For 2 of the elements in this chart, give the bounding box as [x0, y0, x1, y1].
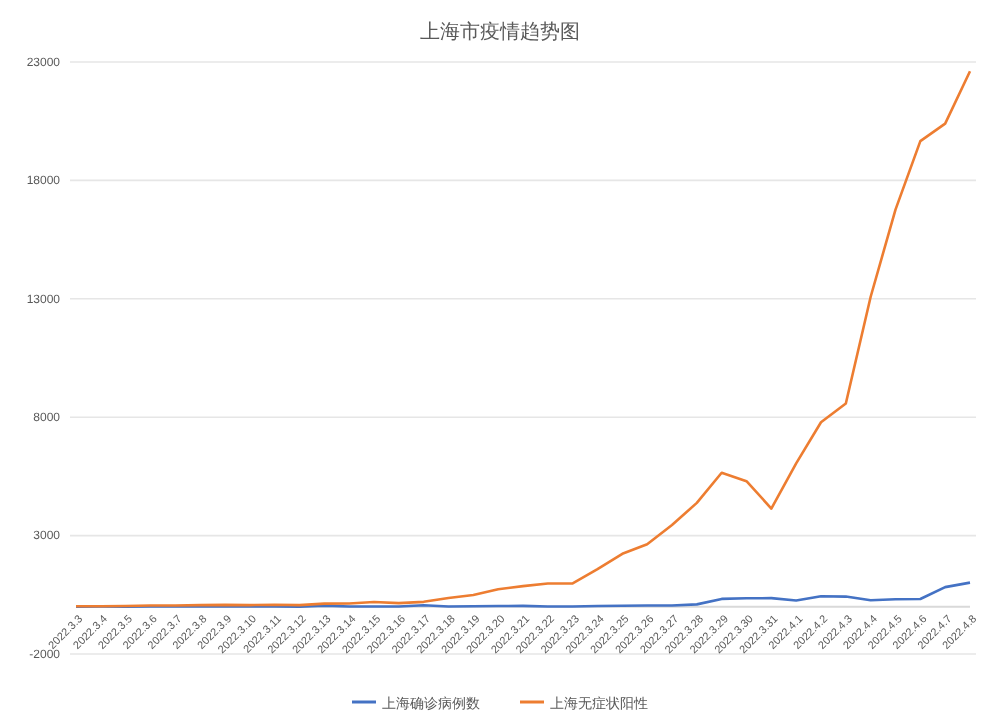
line-series	[74, 69, 972, 608]
chart-title: 上海市疫情趋势图	[420, 20, 580, 44]
